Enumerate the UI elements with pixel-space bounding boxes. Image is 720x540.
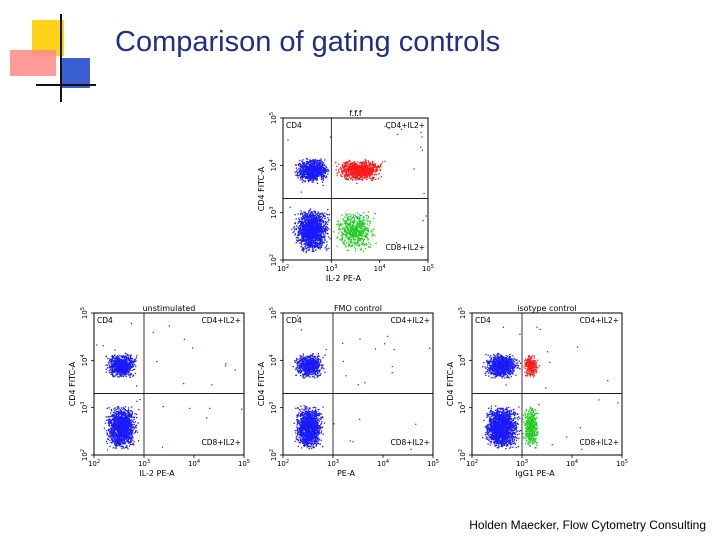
y-tick-label: 102 xyxy=(269,254,278,266)
outlier-events xyxy=(295,315,431,450)
cluster-cd4_events xyxy=(294,158,330,184)
x-tick-label: 104 xyxy=(566,459,578,468)
y-tick-label: 104 xyxy=(269,159,278,171)
event-dots xyxy=(292,315,431,450)
x-tick-label: 103 xyxy=(327,459,339,468)
cluster-cd4_events xyxy=(103,405,140,450)
y-axis-label: CD4 FITC-A xyxy=(68,361,77,406)
x-axis-label: IgG1 PE-A xyxy=(515,469,555,478)
x-tick-label: 105 xyxy=(616,459,628,468)
x-tick-label: 105 xyxy=(238,459,250,468)
y-axis-label: CD4 FITC-A xyxy=(446,361,455,406)
plot-title: unstimulated xyxy=(143,304,196,313)
x-tick-label: 103 xyxy=(516,459,528,468)
cluster-cd8_positive_events xyxy=(521,406,539,449)
x-tick-label: 104 xyxy=(188,459,200,468)
event-dots xyxy=(96,322,243,451)
cluster-cd4_events xyxy=(293,405,326,450)
x-tick-label: 102 xyxy=(88,459,100,468)
quadrant-label-top-left: CD4 xyxy=(286,121,302,130)
y-tick-label: 104 xyxy=(80,354,89,366)
cluster-cd4_events xyxy=(482,352,522,379)
deco-vertical-line xyxy=(60,14,62,102)
x-tick-label: 103 xyxy=(325,264,337,273)
cluster-cd4_events xyxy=(482,405,522,450)
y-tick-label: 105 xyxy=(80,307,89,319)
y-tick-label: 105 xyxy=(269,112,278,124)
plot-title: FMO control xyxy=(334,304,382,313)
quadrant-label-top-right: CD4+IL2+ xyxy=(579,316,619,325)
outlier-events xyxy=(96,322,243,451)
x-tick-label: 104 xyxy=(374,264,386,273)
y-tick-label: 103 xyxy=(458,402,467,414)
x-axis-label: PE-A xyxy=(337,469,356,478)
x-tick-label: 102 xyxy=(277,459,289,468)
y-tick-label: 104 xyxy=(458,354,467,366)
y-axis-label: CD4 FITC-A xyxy=(257,166,266,211)
plot-frame xyxy=(282,117,429,261)
slide-title: Comparison of gating controls xyxy=(115,26,501,58)
cluster-double_positive_events xyxy=(335,159,386,181)
y-tick-label: 102 xyxy=(269,449,278,461)
cluster-cd4_events xyxy=(292,353,326,379)
y-tick-label: 104 xyxy=(269,354,278,366)
outlier-events xyxy=(485,326,619,450)
y-tick-label: 105 xyxy=(269,307,278,319)
x-tick-label: 105 xyxy=(422,264,434,273)
quadrant-label-top-left: CD4 xyxy=(286,316,302,325)
x-tick-label: 104 xyxy=(377,459,389,468)
flow-plot-3: CD4 CD4+IL2+ CD8+IL2+ FMO control 102 103 104 1… xyxy=(257,304,439,478)
y-tick-label: 102 xyxy=(80,449,89,461)
outlier-events xyxy=(287,125,427,248)
cluster-cd4_events xyxy=(291,208,331,253)
deco-blue-square xyxy=(62,58,90,88)
y-tick-label: 102 xyxy=(458,449,467,461)
x-axis-label: IL-2 PE-A xyxy=(326,274,362,283)
x-tick-label: 105 xyxy=(427,459,439,468)
quadrant-label-bottom-right: CD8+IL2+ xyxy=(579,438,619,447)
cluster-cd8_positive_events xyxy=(333,211,377,252)
event-dots xyxy=(482,326,619,450)
y-tick-label: 103 xyxy=(269,402,278,414)
flow-plot-4: CD4 CD4+IL2+ CD8+IL2+ isotype control 102 103… xyxy=(446,304,628,478)
quadrant-label-top-left: CD4 xyxy=(97,316,113,325)
x-axis-label: IL-2 PE-A xyxy=(139,469,175,478)
quadrant-label-top-left: CD4 xyxy=(475,316,491,325)
cluster-double_positive_events xyxy=(523,355,541,378)
y-axis-label: CD4 FITC-A xyxy=(257,361,266,406)
x-tick-label: 103 xyxy=(138,459,150,468)
quadrant-label-bottom-right: CD8+IL2+ xyxy=(390,438,430,447)
flow-plot-2: CD4 CD4+IL2+ CD8+IL2+ unstimulated 102 103 104… xyxy=(68,304,250,478)
quadrant-label-top-right: CD4+IL2+ xyxy=(385,121,425,130)
deco-horizontal-line xyxy=(36,84,96,86)
plot-title: isotype control xyxy=(517,304,576,313)
y-tick-label: 105 xyxy=(458,307,467,319)
quadrant-label-bottom-right: CD8+IL2+ xyxy=(385,243,425,252)
y-tick-label: 103 xyxy=(80,402,89,414)
quadrant-label-top-right: CD4+IL2+ xyxy=(201,316,241,325)
flow-plot-1: CD4 CD4+IL2+ CD8+IL2+ f.f.f 102 103 104 105 IL-2… xyxy=(257,109,434,283)
footer-credit: Holden Maecker, Flow Cytometry Consultin… xyxy=(469,518,706,532)
event-dots xyxy=(287,125,427,253)
quadrant-label-bottom-right: CD8+IL2+ xyxy=(201,438,241,447)
cluster-cd4_events xyxy=(105,352,138,378)
deco-pink-bar xyxy=(10,50,56,76)
x-tick-label: 102 xyxy=(466,459,478,468)
quadrant-label-top-right: CD4+IL2+ xyxy=(390,316,430,325)
x-tick-label: 102 xyxy=(277,264,289,273)
plot-title: f.f.f xyxy=(349,109,362,118)
y-tick-label: 103 xyxy=(269,207,278,219)
